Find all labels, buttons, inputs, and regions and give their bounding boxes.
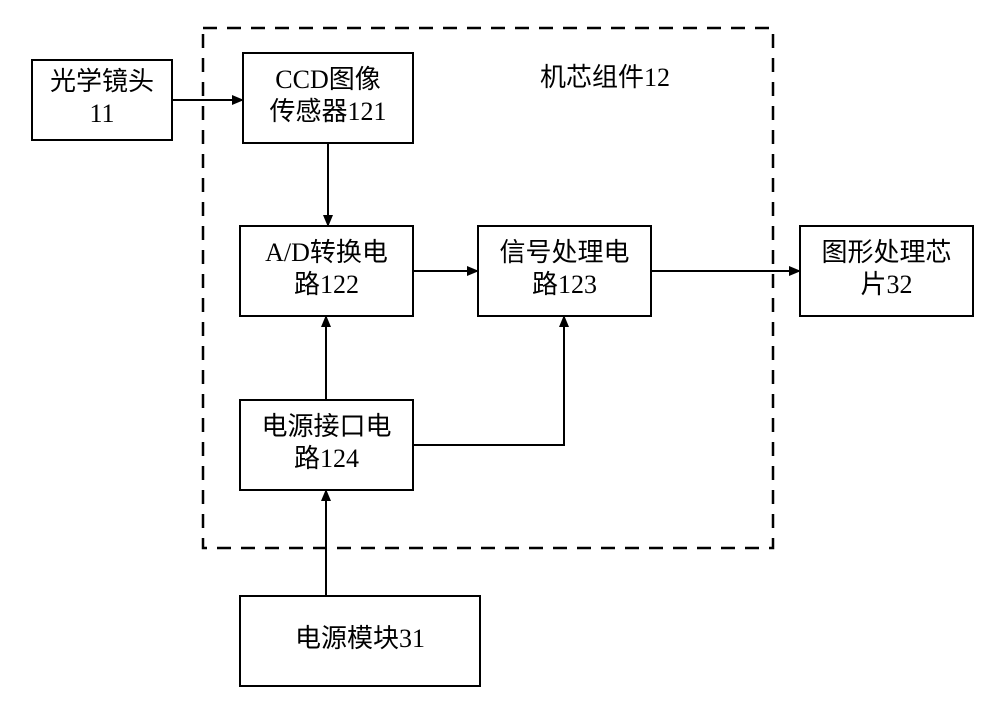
- node-ccd-sensor: CCD图像传感器121: [243, 53, 413, 143]
- node-gpu-chip: 图形处理芯片32: [800, 226, 973, 316]
- node-signal-proc-line2: 路123: [532, 270, 597, 299]
- node-power-if-line2: 路124: [294, 444, 359, 473]
- node-power-if: 电源接口电路124: [240, 400, 413, 490]
- node-ad-converter: A/D转换电路122: [240, 226, 413, 316]
- node-gpu-chip-line1: 图形处理芯: [821, 238, 951, 267]
- node-ad-converter-line1: A/D转换电: [265, 238, 388, 267]
- node-power-module-line1: 电源模块31: [295, 624, 425, 653]
- node-optical-lens: 光学镜头 11: [32, 60, 172, 140]
- node-ccd-sensor-line2: 传感器121: [269, 97, 386, 126]
- node-signal-proc: 信号处理电路123: [478, 226, 651, 316]
- node-signal-proc-line1: 信号处理电: [499, 238, 629, 267]
- node-ccd-sensor-line1: CCD图像: [275, 65, 380, 94]
- node-ad-converter-line2: 路122: [294, 270, 359, 299]
- node-optical-lens-line1: 光学镜头: [50, 67, 154, 96]
- node-optical-lens-line2: 11: [89, 99, 114, 128]
- node-power-module: 电源模块31: [240, 596, 480, 686]
- edge-power-if-to-signal-proc: [413, 316, 564, 445]
- node-gpu-chip-line2: 片32: [860, 270, 912, 299]
- core-assembly-label: 机芯组件12: [540, 63, 670, 92]
- node-power-if-line1: 电源接口电: [261, 412, 391, 441]
- block-diagram: 机芯组件12 光学镜头 11 CCD图像传感器121 A/D转换电路122 信号处理电路…: [0, 0, 1000, 723]
